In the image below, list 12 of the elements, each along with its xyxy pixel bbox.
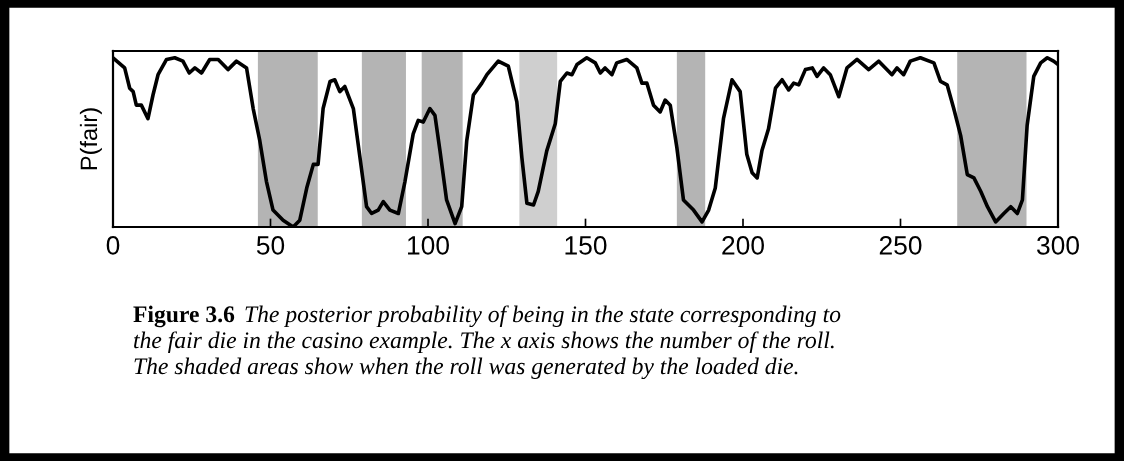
x-tick-label: 250 <box>879 236 922 255</box>
x-tick-label: 0 <box>106 236 120 255</box>
y-axis-title: P(fair) <box>79 108 102 170</box>
x-tick-label: 50 <box>256 236 285 255</box>
text: The posterior probability of being in the state corresponding to <box>245 305 841 328</box>
x-tick-label: 100 <box>408 236 449 255</box>
x-tick-label: 200 <box>722 236 764 255</box>
text: the fair die in the casino example. The x axis shows the number of the roll. <box>134 331 834 354</box>
caption: Figure 3.6 <box>133 305 235 328</box>
text: The shaded areas show when the roll was generated by the loaded die. <box>134 357 798 380</box>
x-tick-label: 300 <box>1036 236 1079 255</box>
x-tick-label: 150 <box>565 236 607 255</box>
